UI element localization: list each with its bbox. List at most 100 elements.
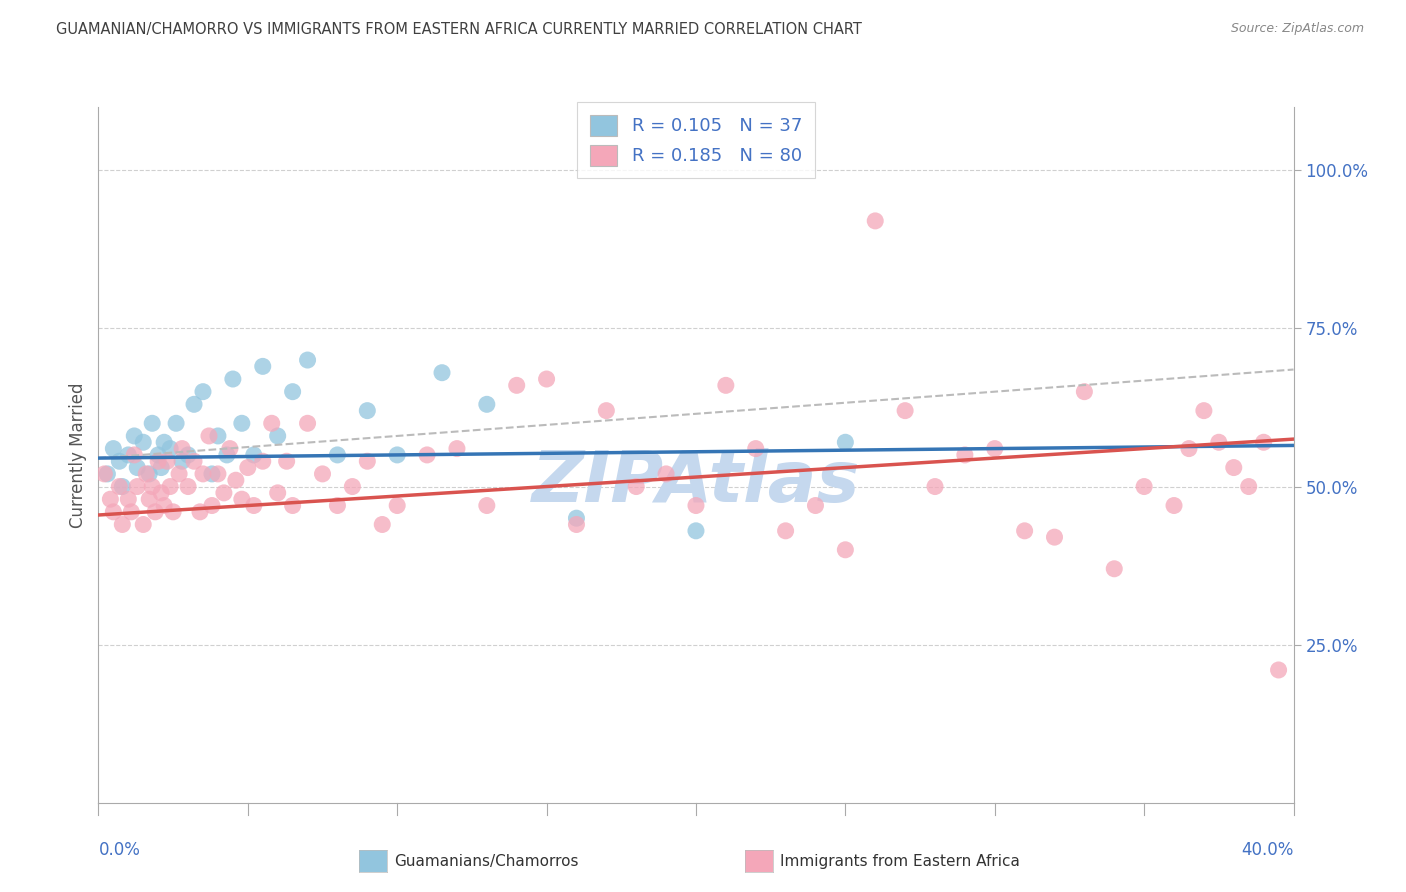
Point xyxy=(311,467,333,481)
Point xyxy=(108,479,131,493)
Point xyxy=(93,467,115,481)
Point xyxy=(138,492,160,507)
Point xyxy=(183,454,205,468)
Point xyxy=(162,505,184,519)
Point xyxy=(297,417,319,431)
Point xyxy=(156,454,179,468)
Text: 0.0%: 0.0% xyxy=(98,841,141,859)
Point xyxy=(894,403,917,417)
Point xyxy=(212,486,235,500)
Point xyxy=(267,486,290,500)
Point xyxy=(191,467,214,481)
Point xyxy=(1073,384,1095,399)
Point xyxy=(834,435,856,450)
Point xyxy=(120,505,142,519)
Point xyxy=(172,442,194,456)
Point xyxy=(124,448,146,462)
Point xyxy=(536,372,558,386)
Point xyxy=(222,372,245,386)
Point xyxy=(198,429,221,443)
Point xyxy=(111,479,134,493)
Point xyxy=(685,499,707,513)
Text: Immigrants from Eastern Africa: Immigrants from Eastern Africa xyxy=(780,855,1021,869)
Point xyxy=(267,429,290,443)
Point xyxy=(565,511,588,525)
Point xyxy=(141,479,163,493)
Point xyxy=(953,448,976,462)
Point xyxy=(96,467,118,481)
Point xyxy=(165,417,187,431)
Point xyxy=(385,499,409,513)
Point xyxy=(124,429,146,443)
Point xyxy=(150,460,173,475)
Point xyxy=(215,448,238,462)
Point xyxy=(159,442,181,456)
Point xyxy=(236,460,259,475)
Point xyxy=(1237,479,1260,493)
Point xyxy=(153,435,176,450)
Text: Source: ZipAtlas.com: Source: ZipAtlas.com xyxy=(1230,22,1364,36)
Point xyxy=(655,467,678,481)
Point xyxy=(188,505,211,519)
Point xyxy=(356,403,378,417)
Point xyxy=(231,417,253,431)
Point xyxy=(148,448,170,462)
Point xyxy=(1178,442,1201,456)
Point xyxy=(225,473,247,487)
Point xyxy=(297,353,319,368)
Point xyxy=(100,492,122,507)
Point xyxy=(356,454,378,468)
Point xyxy=(281,384,304,399)
Point xyxy=(207,467,229,481)
Y-axis label: Currently Married: Currently Married xyxy=(69,382,87,528)
Point xyxy=(127,479,149,493)
Point xyxy=(177,448,200,462)
Point xyxy=(260,417,283,431)
Point xyxy=(1208,435,1230,450)
Point xyxy=(148,454,170,468)
Point xyxy=(685,524,707,538)
Point xyxy=(219,442,242,456)
Point xyxy=(201,467,224,481)
Point xyxy=(745,442,768,456)
Point xyxy=(865,214,887,228)
Text: ZIPAtlas: ZIPAtlas xyxy=(531,449,860,517)
Point xyxy=(111,517,134,532)
Point xyxy=(167,467,190,481)
Point xyxy=(1253,435,1275,450)
Point xyxy=(1192,403,1215,417)
Point xyxy=(1014,524,1036,538)
Point xyxy=(626,479,648,493)
Point xyxy=(342,479,364,493)
Point xyxy=(117,492,139,507)
Point xyxy=(252,359,274,374)
Point xyxy=(159,479,181,493)
Point xyxy=(103,442,125,456)
Point xyxy=(326,448,349,462)
Point xyxy=(416,448,439,462)
Point xyxy=(132,517,155,532)
Point xyxy=(183,397,205,411)
Point xyxy=(446,442,468,456)
Point xyxy=(117,448,139,462)
Point xyxy=(385,448,409,462)
Point xyxy=(177,479,200,493)
Point xyxy=(276,454,298,468)
Point xyxy=(172,454,194,468)
Point xyxy=(775,524,797,538)
Point xyxy=(141,417,163,431)
Point xyxy=(143,505,166,519)
Point xyxy=(243,448,266,462)
Point xyxy=(281,499,304,513)
Point xyxy=(475,397,498,411)
Text: Guamanians/Chamorros: Guamanians/Chamorros xyxy=(394,855,578,869)
Point xyxy=(1267,663,1289,677)
Point xyxy=(714,378,737,392)
Point xyxy=(150,486,173,500)
Point xyxy=(1104,562,1126,576)
Point xyxy=(371,517,394,532)
Point xyxy=(153,499,176,513)
Point xyxy=(430,366,453,380)
Point xyxy=(1223,460,1246,475)
Point xyxy=(595,403,617,417)
